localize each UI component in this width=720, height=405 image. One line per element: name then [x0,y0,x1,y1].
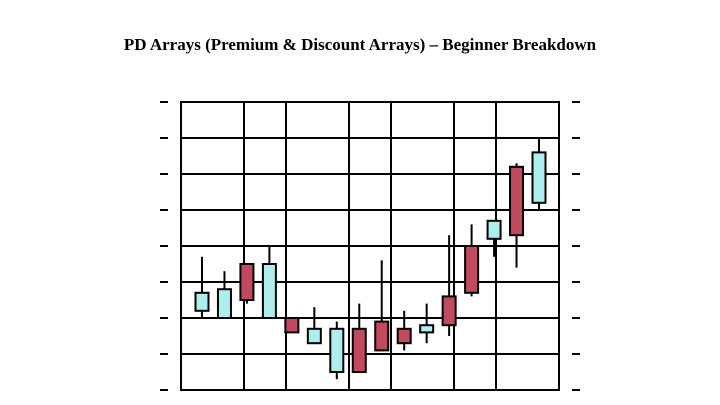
candle-body-bearish [284,317,300,334]
candle [374,260,390,352]
candle-body-bullish [329,327,345,373]
candle [216,271,232,320]
candle-body-bullish [194,291,210,312]
candle-body-bearish [351,327,367,373]
candle-body-bullish [216,288,232,320]
candle-body-bullish [486,219,502,240]
candle [306,307,322,345]
candle-body-bearish [374,320,390,352]
candle-body-bullish [419,324,435,334]
candle-body-bearish [464,245,480,294]
candle-body-bullish [531,151,547,204]
candle-body-bullish [261,263,277,319]
candle [531,138,547,210]
candle [351,303,367,373]
candle [419,303,435,344]
chart-title: PD Arrays (Premium & Discount Arrays) – … [123,35,597,54]
candle [329,321,345,380]
candle [509,163,525,268]
plot-frame [180,101,560,391]
grid [181,102,559,390]
candle [396,310,412,351]
candle-body-bearish [396,327,412,345]
candle-body-bearish [239,263,255,301]
candle-body-bearish [509,165,525,237]
candle [441,235,457,336]
candle [239,263,255,304]
axis-ticks [160,101,580,391]
candle [284,317,300,334]
candle-body-bullish [306,327,322,345]
candle [486,219,502,257]
candle [261,246,277,319]
candle [464,224,480,297]
candle-body-bearish [441,295,457,327]
candle [194,256,210,318]
candles [194,138,547,380]
